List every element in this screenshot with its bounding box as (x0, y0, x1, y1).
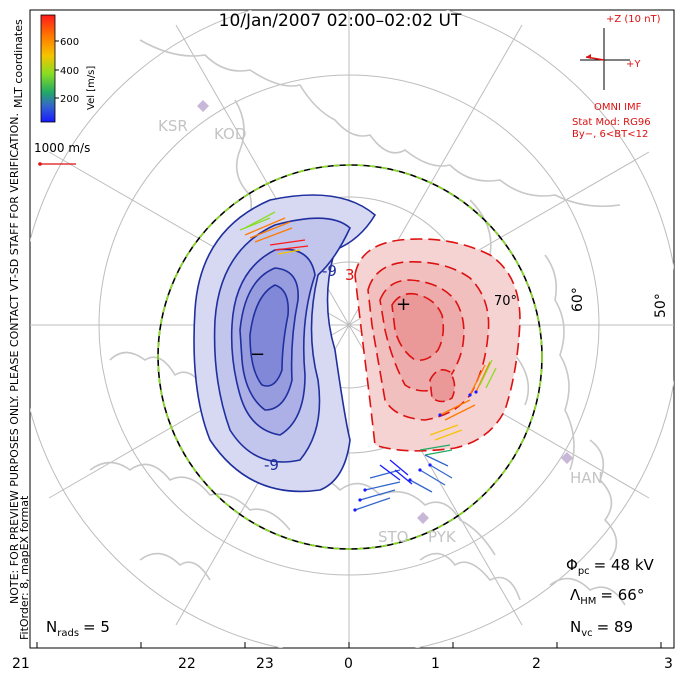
imf-by-label: +Y (626, 59, 641, 70)
nrads-subscript: rads (57, 628, 79, 639)
potential-minimum-marker: − (250, 344, 265, 365)
nvc-symbol: N (570, 618, 581, 636)
colorbar-label: Vel [m/s] (86, 66, 97, 110)
map-title: 10/Jan/2007 02:00–02:02 UT (219, 11, 462, 31)
contour-label-pos: 3 (345, 266, 355, 284)
imf-bz-label: +Z (10 nT) (606, 14, 661, 25)
positive-potential-cell (354, 238, 521, 452)
coordinate-system-label: MLT coordinates (12, 19, 25, 108)
station-markers (197, 100, 573, 524)
velocity-colorbar (40, 14, 59, 123)
mlt-tick-3: 3 (664, 656, 673, 672)
hmb-dashes (157, 164, 543, 550)
station-label-han: HAN (570, 469, 603, 487)
contour-label-neg: -9 (322, 262, 337, 280)
mlt-tick-1: 1 (431, 656, 440, 672)
phi-symbol: Φ (566, 556, 578, 574)
contour-label-neg-2: -9 (264, 456, 279, 474)
stats-panel: Φpc = 48 kV ΛHM = 66° Nvc = 89 Nrads = 5 (46, 556, 655, 639)
mlt-tick-21: 21 (12, 656, 30, 672)
lambda-subscript: HM (580, 596, 596, 607)
velocity-vectors (239, 211, 497, 511)
scale-vector-label: 1000 m/s (34, 141, 90, 155)
mlt-tick-0: 0 (344, 656, 353, 672)
station-label-pyk: PYK (428, 528, 457, 546)
vector-count: = 89 (597, 618, 633, 636)
imf-source: OMNI IMF (594, 102, 642, 113)
mlt-tick-22: 22 (178, 656, 196, 672)
nrads-symbol: N (46, 618, 57, 636)
mlt-axis-ticks (36, 642, 662, 648)
fit-order-note: FitOrder: 8, mapEX format (18, 495, 31, 640)
preview-note: NOTE: FOR PREVIEW PURPOSES ONLY. PLEASE … (8, 113, 21, 604)
station-label-sto: STO (378, 528, 409, 546)
svg-text:Nvc= 89: Nvc = 89 (570, 618, 633, 639)
vector-origins (353, 390, 478, 512)
svg-text:Φpc= 48 kV: Φpc = 48 kV (566, 556, 655, 577)
imf-condition: By−, 6<BT<12 (572, 129, 648, 140)
nvc-subscript: vc (581, 628, 592, 639)
plot-frame (29, 9, 675, 649)
latitude-label-60: 60° (570, 287, 586, 312)
mlt-tick-2: 2 (532, 656, 541, 672)
statistical-model: Stat Mod: RG96 (572, 117, 651, 128)
station-label-kod: KOD (214, 125, 246, 143)
latitude-label-70: 70° (494, 294, 517, 309)
lambda-symbol: Λ (570, 586, 581, 604)
imf-clock (580, 28, 630, 90)
radar-count: = 5 (83, 618, 110, 636)
hmb-latitude: = 66° (600, 586, 644, 604)
potential-maximum-marker: + (396, 294, 411, 315)
colorbar-tick-400: 400 (60, 66, 79, 77)
cross-polar-cap-potential: = 48 kV (594, 556, 655, 574)
latitude-label-50: 50° (653, 293, 669, 318)
negative-potential-cell (193, 194, 377, 493)
svg-text:Nrads= 5: Nrads = 5 (46, 618, 110, 639)
mlt-tick-23: 23 (256, 656, 274, 672)
phi-subscript: pc (578, 566, 590, 577)
station-label-ksr: KSR (158, 117, 188, 135)
svg-text:ΛHM= 66°: ΛHM = 66° (570, 586, 644, 607)
colorbar-tick-600: 600 (60, 37, 79, 48)
colorbar-tick-200: 200 (60, 94, 79, 105)
scale-vector-arrow (38, 162, 76, 166)
